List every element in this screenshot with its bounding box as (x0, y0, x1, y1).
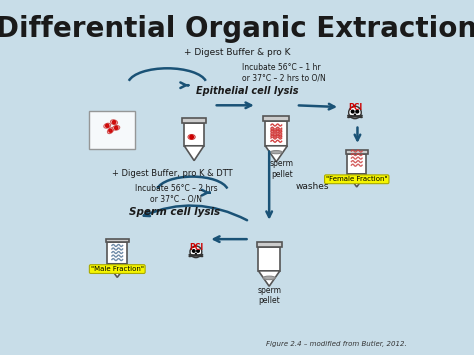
Ellipse shape (188, 135, 195, 140)
FancyBboxPatch shape (265, 121, 287, 146)
Circle shape (190, 246, 202, 258)
FancyBboxPatch shape (347, 154, 366, 174)
Text: PCI: PCI (189, 243, 203, 252)
Circle shape (351, 110, 354, 113)
Circle shape (192, 250, 195, 252)
Polygon shape (108, 264, 127, 277)
Polygon shape (265, 146, 287, 162)
Polygon shape (347, 174, 366, 187)
Ellipse shape (104, 123, 111, 128)
Polygon shape (258, 271, 280, 286)
Text: Epithelial cell lysis: Epithelial cell lysis (197, 86, 299, 96)
FancyBboxPatch shape (256, 242, 282, 247)
Text: sperm
pellet: sperm pellet (257, 286, 281, 305)
Text: sperm
pellet: sperm pellet (270, 159, 294, 179)
FancyBboxPatch shape (182, 118, 206, 122)
FancyBboxPatch shape (108, 242, 127, 264)
Ellipse shape (113, 126, 120, 130)
Circle shape (190, 135, 193, 139)
FancyBboxPatch shape (264, 116, 289, 121)
Text: "Female Fraction": "Female Fraction" (326, 176, 388, 182)
Ellipse shape (263, 276, 275, 280)
Text: Figure 2.4 – modified from Butler, 2012.: Figure 2.4 – modified from Butler, 2012. (266, 341, 407, 347)
Ellipse shape (271, 151, 282, 154)
Polygon shape (354, 114, 356, 116)
Text: Differential Organic Extraction: Differential Organic Extraction (0, 16, 474, 43)
FancyBboxPatch shape (346, 150, 368, 154)
Circle shape (349, 106, 361, 119)
Text: Sperm cell lysis: Sperm cell lysis (129, 207, 220, 217)
FancyBboxPatch shape (184, 122, 204, 146)
Text: PCI: PCI (348, 103, 362, 112)
Ellipse shape (108, 128, 113, 133)
Polygon shape (184, 146, 204, 160)
Circle shape (112, 121, 116, 124)
Text: "Male Fraction": "Male Fraction" (91, 266, 144, 272)
Ellipse shape (110, 120, 118, 125)
FancyBboxPatch shape (106, 239, 129, 242)
Circle shape (356, 110, 359, 113)
Text: + Digest Buffer & pro K: + Digest Buffer & pro K (184, 48, 290, 57)
Text: Incubate 56°C – 1 hr
or 37°C – 2 hrs to O/N: Incubate 56°C – 1 hr or 37°C – 2 hrs to … (242, 63, 326, 82)
Text: washes: washes (295, 182, 329, 191)
Circle shape (109, 129, 112, 132)
Circle shape (197, 250, 200, 252)
Polygon shape (195, 253, 197, 255)
Text: Incubate 56°C – 2 hrs
or 37°C – O/N: Incubate 56°C – 2 hrs or 37°C – O/N (135, 184, 218, 203)
Circle shape (106, 124, 109, 127)
Text: + Digest Buffer, pro K & DTT: + Digest Buffer, pro K & DTT (112, 169, 233, 179)
FancyBboxPatch shape (258, 247, 280, 271)
FancyBboxPatch shape (89, 110, 135, 149)
Circle shape (115, 126, 118, 130)
